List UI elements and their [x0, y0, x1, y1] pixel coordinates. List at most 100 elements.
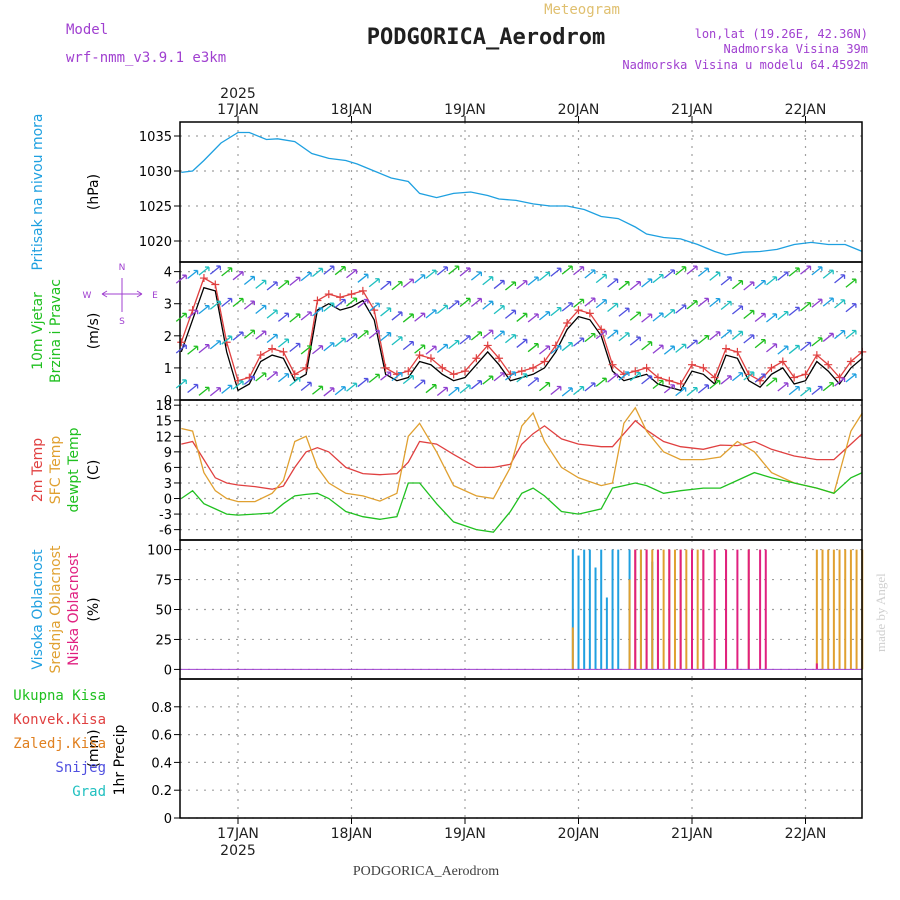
wind-barb — [720, 375, 732, 385]
panel-label-cloud: Visoka Oblacnost — [30, 549, 46, 670]
ytick-label-temp: 12 — [155, 430, 172, 445]
wind-barb — [266, 309, 278, 319]
wind-barb — [652, 344, 664, 354]
model-altitude: Nadmorska Visina u modelu 64.4592m — [622, 58, 868, 72]
wind-barb — [743, 371, 755, 381]
wind-barb — [334, 266, 346, 276]
wind-barb — [731, 330, 744, 340]
wind-barb — [175, 379, 187, 389]
wind-barb — [493, 330, 505, 340]
lonlat: lon,lat (19.26E, 42.36N) — [695, 27, 868, 41]
ytick-label-cloud: 75 — [155, 574, 172, 589]
credit: made by Angel — [873, 573, 888, 652]
wind-barb — [459, 267, 471, 277]
gust-marker — [540, 357, 549, 366]
gust-marker — [415, 351, 424, 360]
wind-barb — [641, 341, 653, 351]
wind-barb — [754, 339, 766, 349]
gust-marker — [404, 367, 413, 376]
wind-barb — [482, 276, 494, 286]
wind-barb — [618, 332, 630, 342]
wind-barb — [312, 267, 324, 277]
wind-barb — [573, 337, 585, 347]
wind-barb — [209, 265, 221, 275]
ytick-label-temp: 15 — [155, 415, 172, 430]
ytick-label-pressure: 1035 — [139, 130, 172, 145]
wind-barb — [527, 313, 539, 323]
date-label-top: 21JAN — [671, 102, 713, 118]
wind-barb — [357, 273, 369, 283]
wind-barb — [493, 305, 505, 315]
panel-frame-temp — [179, 399, 863, 541]
wind-barb — [277, 280, 290, 290]
wind-barb — [743, 334, 755, 344]
wind-barb — [232, 331, 244, 341]
wind-barb — [629, 311, 641, 321]
wind-barb — [243, 275, 255, 286]
wind-barb — [368, 329, 380, 339]
wind-barb — [504, 309, 517, 319]
wind-barb — [686, 339, 698, 349]
wind-barb — [743, 281, 755, 291]
wind-barb — [709, 331, 721, 341]
series-line-dewpt-temp — [180, 471, 863, 533]
gust-marker — [722, 344, 731, 353]
gust-marker — [290, 370, 299, 379]
wind-barb — [618, 281, 630, 291]
panel-label-pressure: Pritisak na nivou mora — [30, 113, 46, 270]
wind-barb — [845, 329, 857, 340]
date-label-top: 18JAN — [331, 102, 373, 118]
gust-marker — [688, 360, 696, 369]
precip-legend-item: Ukupna Kisa — [13, 688, 106, 704]
wind-barb — [402, 313, 414, 323]
wind-barb — [482, 375, 494, 385]
panel-wind: 0 1 2 3 4 (m/s) 10m Vjetar Brzina i Pravac — [30, 261, 867, 409]
series-line-pritisak-na-nivou-mora — [181, 131, 863, 256]
wind-barb — [561, 302, 573, 312]
gust-marker — [483, 341, 492, 350]
wind-barb — [380, 307, 392, 317]
wind-barb — [232, 297, 244, 307]
panel-precip: 0 0.2 0.4 0.6 0.8 (mm) 1hr Precip — [86, 678, 863, 827]
gust-marker — [642, 363, 651, 372]
ytick-label-precip: 0.4 — [151, 756, 172, 771]
panel-label-temp: SFC Temp — [48, 436, 64, 505]
ytick-label-temp: -3 — [159, 508, 172, 523]
wind-barb — [346, 269, 358, 279]
wind-barb — [414, 379, 426, 389]
gust-marker — [426, 354, 435, 363]
wind-barb — [539, 345, 551, 355]
wind-barb — [754, 373, 766, 383]
wind-barb — [391, 336, 403, 346]
gust-marker — [801, 370, 810, 379]
footer-station: PODGORICA_Aerodrom — [353, 864, 499, 879]
wind-barb — [822, 269, 834, 279]
wind-barb — [300, 381, 312, 391]
wind-barb — [346, 297, 358, 307]
panel-label-wind: Brzina i Pravac — [48, 279, 64, 383]
wind-barb — [584, 382, 596, 392]
wind-barb — [198, 386, 210, 396]
ytick-label-precip: 0 — [164, 812, 172, 827]
compass-letter: E — [152, 291, 158, 301]
wind-barb — [334, 298, 346, 309]
wind-barb — [607, 373, 619, 383]
wind-barb — [312, 307, 324, 317]
wind-barb — [436, 343, 448, 354]
ytick-label-cloud: 0 — [164, 663, 172, 678]
wind-barb — [686, 300, 698, 310]
ytick-label-pressure: 1020 — [139, 235, 172, 250]
wind-barb — [402, 340, 414, 351]
wind-barb — [731, 372, 744, 382]
wind-barb — [368, 373, 380, 383]
wind-barb — [255, 279, 267, 289]
wind-barb — [834, 299, 846, 309]
unit-label-precip: (mm) — [86, 729, 102, 767]
wind-barb — [209, 387, 221, 397]
gust-marker — [631, 367, 640, 376]
wind-barb — [391, 281, 403, 291]
wind-barb — [663, 345, 675, 355]
wind-barb — [300, 311, 312, 321]
ytick-label-precip: 0.8 — [151, 701, 172, 716]
wind-barb — [777, 345, 789, 355]
